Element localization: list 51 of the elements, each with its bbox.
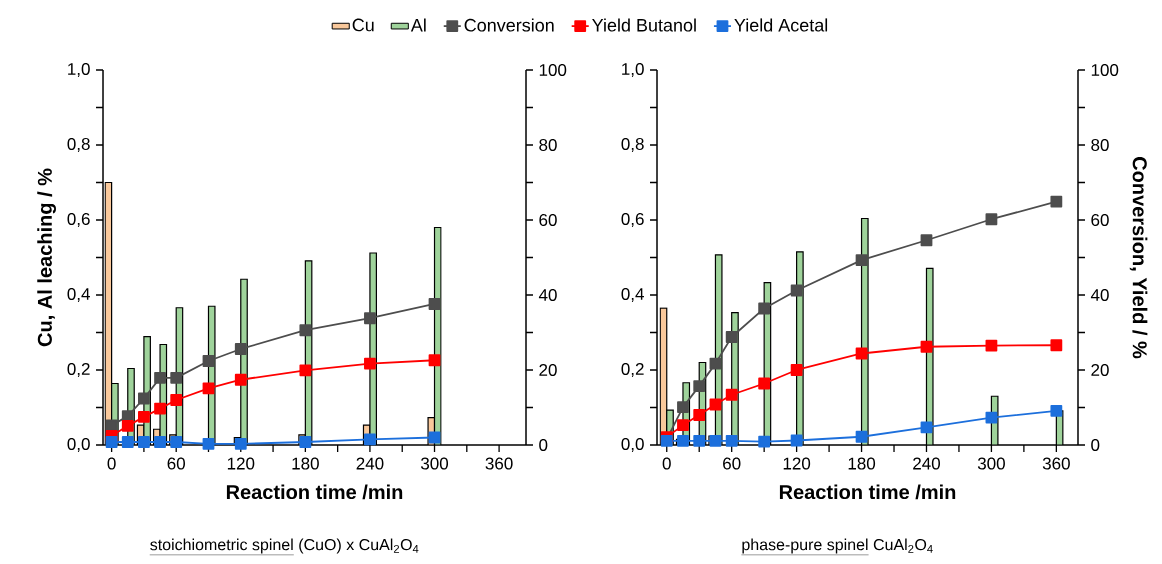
y2-tick-label: 80: [539, 138, 557, 152]
x-tick-label: 0: [662, 457, 671, 470]
x-tick-label: 0: [107, 457, 116, 470]
x-tick-label: 120: [227, 457, 255, 470]
text: phase-pure spinel: [742, 538, 868, 554]
text: (CuO) x CuAl$_{2}$O$_{4}$: [299, 538, 419, 554]
y2-tick-label: 40: [538, 288, 557, 302]
x-tick-label: 240: [356, 457, 384, 470]
legend-label: Al: [410, 18, 426, 32]
y2-tick-label: 80: [1091, 138, 1109, 152]
x-tick-label: 60: [167, 457, 185, 470]
y2-tick-label: 20: [539, 363, 557, 377]
y-tick-label: 0,8: [621, 137, 644, 153]
legend-label: Conversion: [464, 18, 554, 32]
legend-label: Cu: [352, 18, 374, 32]
y-tick-label: 1,0: [622, 62, 644, 78]
x-tick-label: 300: [420, 457, 449, 470]
x-tick-label: 240: [913, 457, 941, 470]
x-tick-label: 300: [977, 457, 1005, 470]
y-tick-label: 0,2: [67, 362, 90, 378]
y2-tick-label: 60: [1091, 213, 1109, 227]
legend-label: Yield Acetal: [734, 18, 828, 32]
y2-axis-title: Conversion, Yield / %: [1129, 156, 1148, 359]
y2-tick-label: 100: [539, 63, 567, 77]
y-tick-label: 0,8: [67, 137, 90, 153]
y-axis-title: Cu, Al leaching / %: [37, 168, 56, 347]
y-tick-label: 0,4: [621, 287, 644, 303]
y-tick-label: 0,6: [67, 212, 90, 228]
y2-tick-label: 0: [539, 438, 548, 452]
x-axis-title: Reaction time /min: [226, 484, 403, 500]
text: stoichiometric spinel: [150, 538, 293, 554]
y2-tick-label: 100: [1091, 63, 1119, 77]
y2-tick-label: 60: [539, 213, 557, 227]
x-tick-label: 180: [848, 457, 876, 470]
y2-tick-label: 40: [1090, 288, 1109, 302]
x-tick-label: 60: [723, 457, 741, 470]
x-tick-label: 360: [485, 457, 513, 470]
y-tick-label: 0,0: [621, 437, 644, 453]
y2-tick-label: 0: [1091, 438, 1100, 452]
y-tick-label: 0,0: [67, 437, 90, 453]
y2-tick-label: 20: [1091, 363, 1109, 377]
x-axis-title: Reaction time /min: [779, 484, 956, 500]
y-tick-label: 1,0: [68, 62, 90, 78]
y-tick-label: 0,4: [67, 287, 90, 303]
y-tick-label: 0,6: [621, 212, 644, 228]
x-tick-label: 180: [292, 457, 319, 470]
text: CuAl$_{2}$O$_{4}$: [873, 538, 933, 553]
x-tick-label: 360: [1042, 457, 1070, 470]
x-tick-label: 120: [783, 457, 811, 470]
y-tick-label: 0,2: [621, 362, 644, 378]
legend-label: Yield Butanol: [592, 18, 696, 32]
